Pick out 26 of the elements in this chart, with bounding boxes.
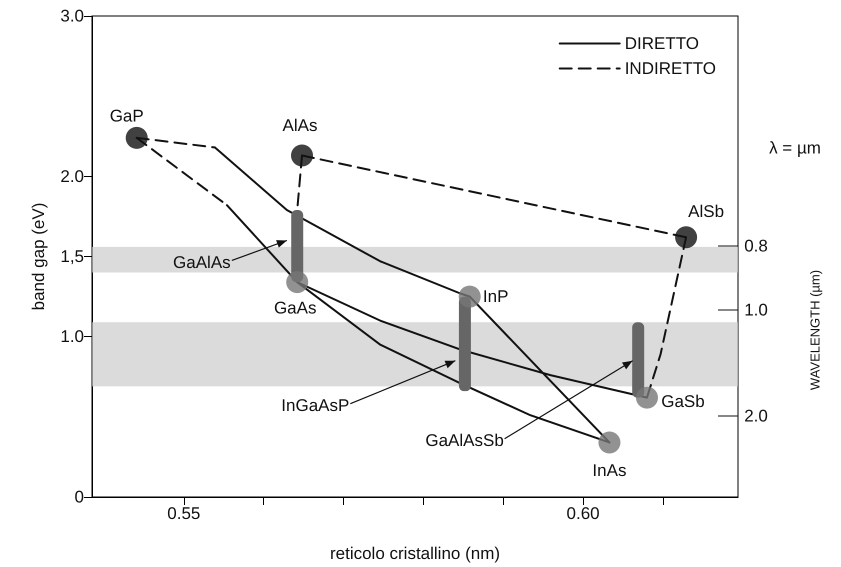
annotation: GaAlAsSb: [425, 431, 504, 450]
annotation: AlSb: [688, 202, 724, 221]
y-axis-title: band gap (eV): [29, 202, 48, 310]
y-tick-label: 2.0: [60, 166, 84, 186]
annotation: GaP: [110, 106, 144, 126]
annotation: GaAlAs: [173, 252, 231, 272]
annotation: GaSb: [661, 392, 705, 412]
text: 2.0: [744, 406, 768, 426]
legend-label: INDIRETTO: [624, 59, 716, 78]
y-tick-label: 0: [74, 488, 84, 506]
text: WAVELENGTH (µm): [808, 270, 822, 390]
x-tick-label: 0.60: [566, 504, 600, 523]
y-tick-label: 3.0: [60, 6, 84, 26]
annotation: AlAs: [282, 116, 318, 135]
x-tick-label: 0.55: [167, 504, 200, 523]
annotation: InGaAsP: [281, 396, 350, 416]
annotation: InAs: [592, 460, 626, 480]
x-axis-title: reticolo cristallino (nm): [330, 544, 500, 563]
annotation: InP: [482, 287, 508, 306]
text: λ = µm: [769, 138, 821, 158]
legend-label: DIRETTO: [624, 34, 700, 53]
annotation: GaAs: [274, 298, 316, 318]
text: 1.0: [744, 300, 768, 320]
y-tick-label: 1.0: [60, 327, 84, 346]
text: 0.8: [744, 236, 768, 256]
y-tick-label: 1,5: [60, 247, 84, 266]
